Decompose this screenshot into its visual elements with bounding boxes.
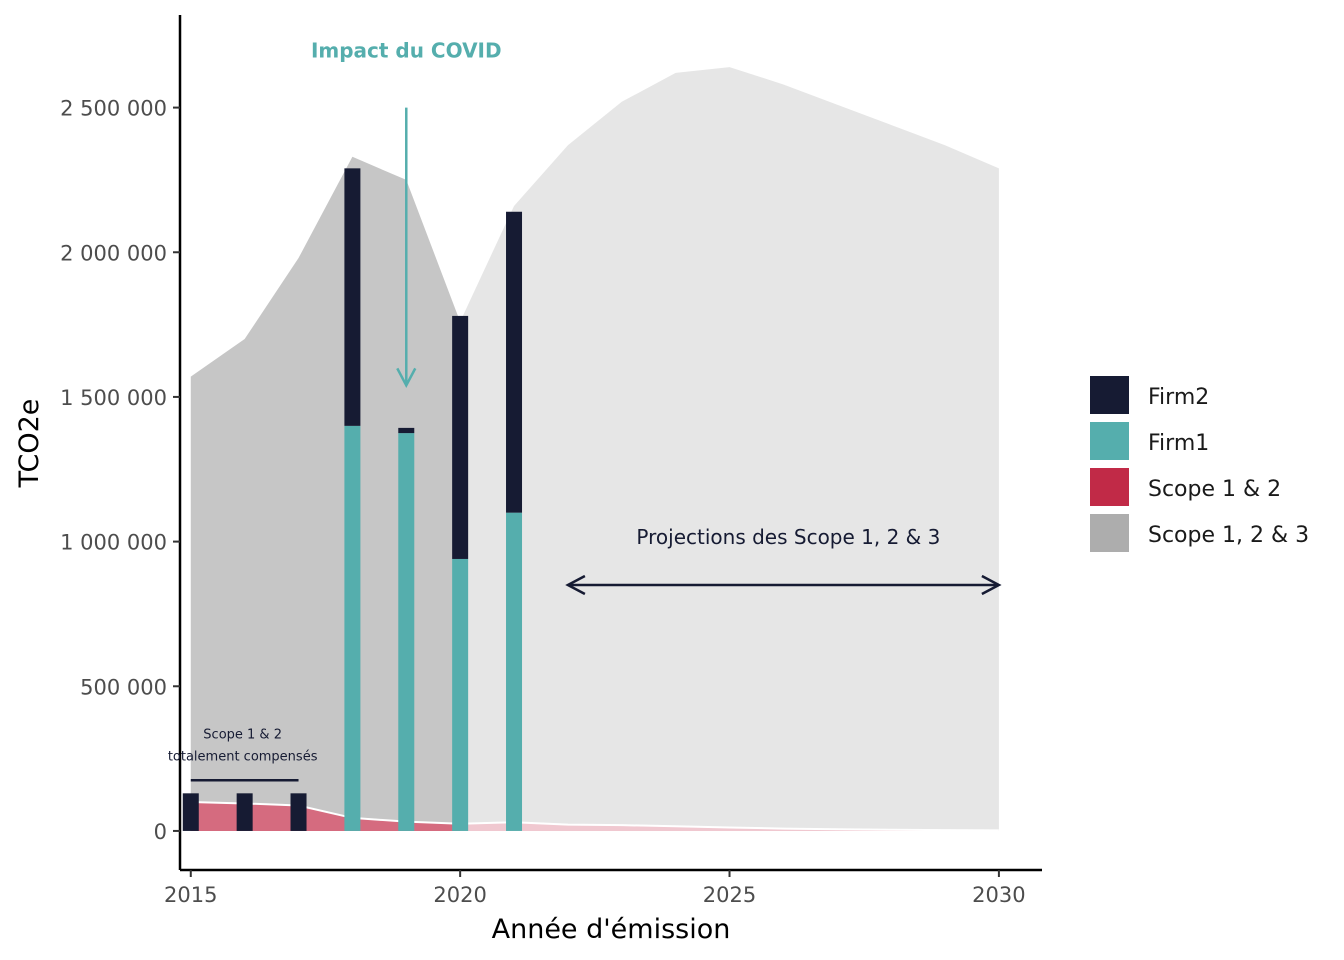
y-tick-label: 1 000 000 (60, 531, 167, 555)
scope12-projection-line (460, 821, 999, 832)
axes (178, 15, 1042, 872)
annotations: Impact du COVID Projections des Scope 1,… (168, 39, 1002, 782)
bar-firm2-2017 (290, 793, 307, 831)
legend-swatch (1090, 468, 1129, 506)
x-tick-label: 2030 (972, 883, 1025, 907)
projections-arrow-head-right (981, 574, 1002, 596)
y-axis-title: TCO2e (14, 399, 45, 489)
legend-label: Firm1 (1148, 431, 1209, 456)
y-ticks: 0 500 000 1 000 000 1 500 000 2 000 000 2 500… (60, 97, 180, 844)
scope123-historical-area (190, 156, 461, 831)
legend-swatch (1090, 514, 1129, 552)
legend: Firm2 Firm1 Scope 1 & 2 Scope 1, 2 & 3 (1090, 376, 1309, 552)
y-tick-label: 500 000 (80, 675, 167, 699)
compensated-annotation-line2: totalement compensés (168, 749, 318, 764)
y-tick-label: 0 (154, 820, 167, 844)
bar-firm2-2019 (398, 427, 415, 434)
x-axis-title: Année d'émission (492, 914, 731, 945)
bar-firm2-2020 (452, 315, 469, 559)
legend-label: Scope 1, 2 & 3 (1148, 523, 1309, 548)
scope12-projection-area (460, 822, 999, 831)
bar-layer (182, 168, 523, 831)
y-tick-label: 2 000 000 (60, 241, 167, 265)
x-tick-label: 2020 (433, 883, 486, 907)
covid-annotation: Impact du COVID (311, 39, 502, 63)
bar-firm1-2020 (452, 558, 469, 831)
projections-annotation: Projections des Scope 1, 2 & 3 (636, 525, 940, 549)
legend-label: Firm2 (1148, 385, 1209, 410)
legend-swatch (1090, 376, 1129, 414)
legend-label: Scope 1 & 2 (1148, 477, 1281, 502)
projections-arrow-head-left (565, 574, 586, 596)
scope12-historical-area (190, 802, 461, 831)
bar-firm2-2015 (182, 793, 199, 831)
scope12-historical-line (190, 801, 461, 825)
bar-firm2-2018 (344, 168, 361, 426)
bar-firm2-2016 (236, 793, 253, 831)
covid-arrow-head (396, 367, 417, 389)
y-tick-label: 1 500 000 (60, 386, 167, 410)
legend-swatch (1090, 422, 1129, 460)
y-tick-label: 2 500 000 (60, 97, 167, 121)
bar-firm1-2019 (398, 433, 415, 831)
bar-firm1-2018 (344, 425, 361, 831)
x-ticks: 2015 2020 2025 2030 (164, 870, 1026, 907)
bar-firm1-2021 (506, 512, 523, 831)
x-tick-label: 2015 (164, 883, 217, 907)
scope123-projection-area (460, 67, 999, 831)
compensated-annotation-line1: Scope 1 & 2 (203, 727, 282, 742)
x-tick-label: 2025 (703, 883, 756, 907)
area-layer (190, 67, 999, 832)
bar-firm2-2021 (506, 211, 523, 513)
